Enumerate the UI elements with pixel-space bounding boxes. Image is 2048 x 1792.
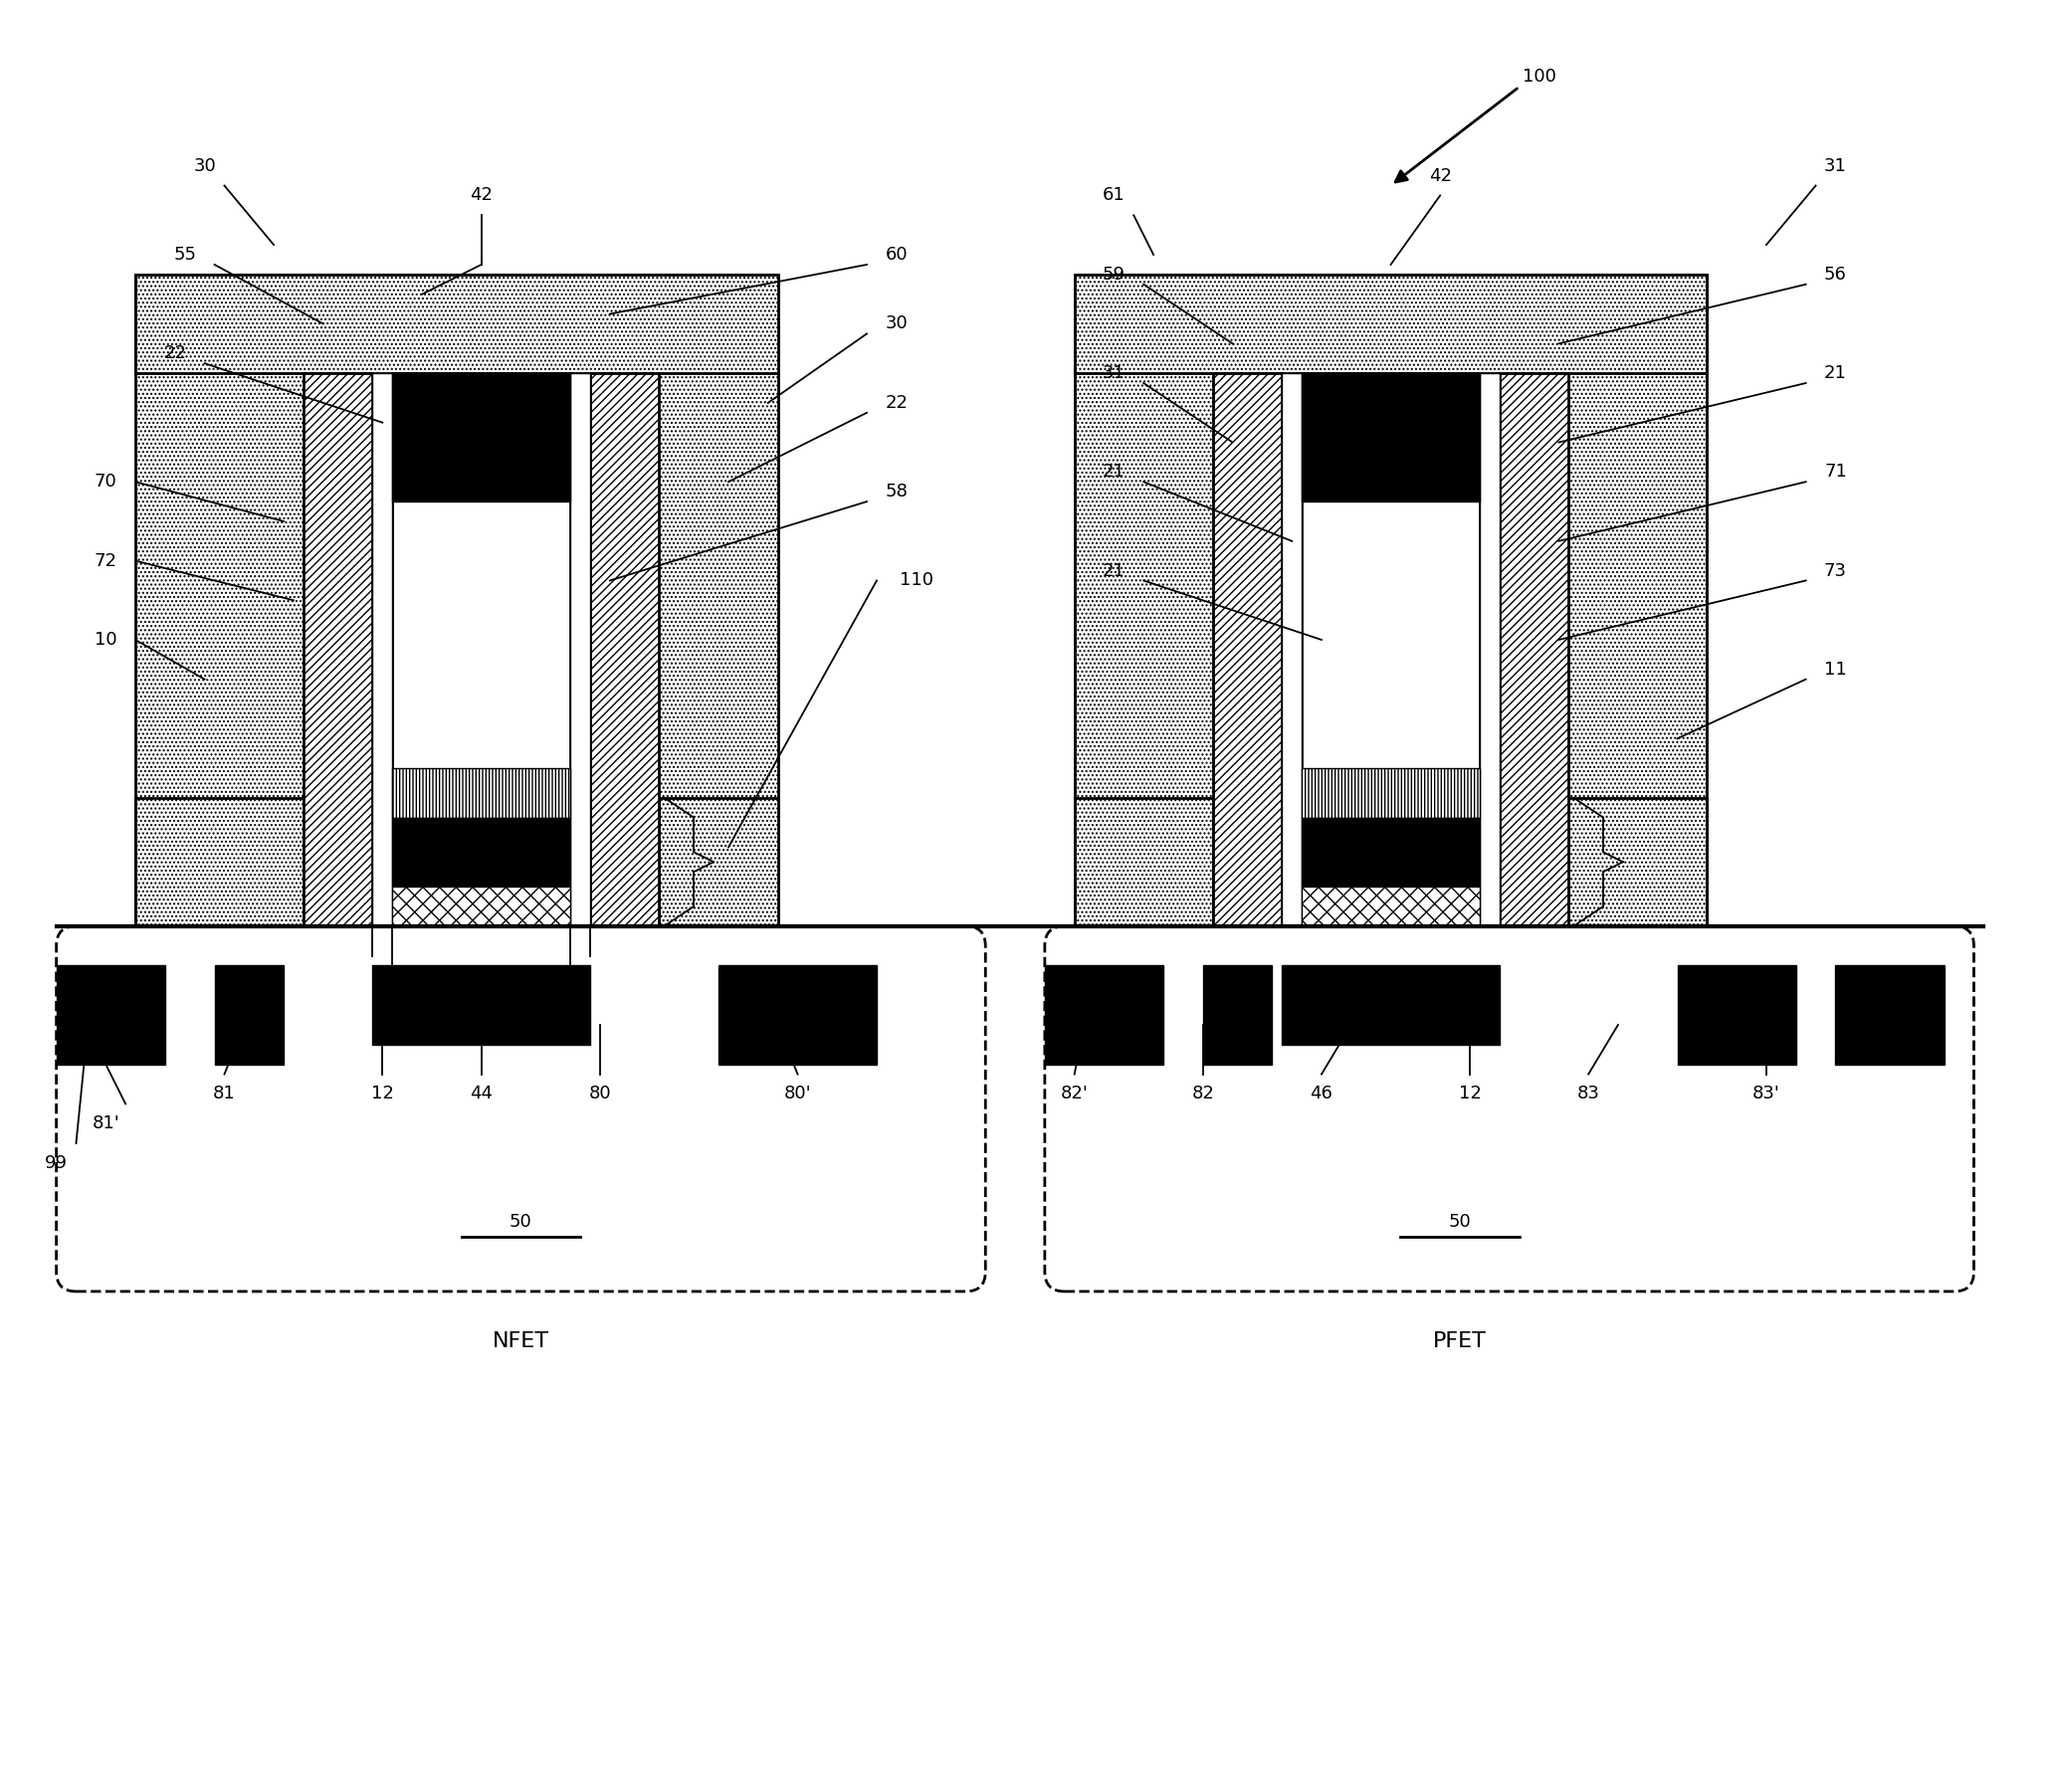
Text: 82: 82: [1192, 1084, 1214, 1102]
Bar: [1835, 966, 1944, 1064]
Bar: [57, 966, 166, 1064]
Text: 55: 55: [174, 246, 197, 263]
Bar: [1282, 373, 1303, 926]
Text: 82': 82': [1061, 1084, 1087, 1102]
Text: 46: 46: [1311, 1084, 1333, 1102]
Text: 31: 31: [1102, 364, 1124, 382]
Bar: [1499, 373, 1569, 926]
Text: 59: 59: [1102, 265, 1126, 283]
Text: PFET: PFET: [1434, 1331, 1487, 1351]
Text: 22: 22: [885, 394, 907, 412]
Bar: [1677, 966, 1796, 1064]
Bar: [135, 274, 778, 373]
Text: 12: 12: [1458, 1084, 1481, 1102]
Bar: [1479, 373, 1499, 926]
Text: 31: 31: [1825, 158, 1847, 176]
Text: 70: 70: [94, 473, 117, 491]
Text: 21: 21: [1102, 561, 1124, 579]
Text: 11: 11: [1825, 661, 1847, 679]
Bar: [1075, 797, 1212, 926]
Bar: [1075, 274, 1706, 373]
Bar: [1303, 373, 1479, 926]
Text: 22: 22: [164, 344, 186, 362]
Bar: [1303, 817, 1479, 887]
Text: 99: 99: [45, 1154, 68, 1172]
Bar: [135, 274, 778, 926]
Text: 71: 71: [1825, 462, 1847, 480]
Text: 30: 30: [193, 158, 215, 176]
Bar: [1303, 769, 1479, 817]
Bar: [373, 373, 393, 926]
Text: 42: 42: [1430, 167, 1452, 185]
Bar: [393, 373, 569, 926]
Bar: [393, 769, 569, 817]
Bar: [1212, 373, 1282, 926]
Text: 81': 81': [92, 1115, 119, 1133]
Bar: [135, 797, 303, 926]
Text: 83': 83': [1753, 1084, 1780, 1102]
Text: 12: 12: [371, 1084, 393, 1102]
Bar: [1282, 966, 1499, 1045]
Text: 80': 80': [784, 1084, 811, 1102]
Bar: [1303, 373, 1479, 502]
Bar: [303, 373, 373, 926]
Bar: [393, 887, 569, 926]
Text: 50: 50: [1448, 1213, 1470, 1231]
Bar: [1044, 966, 1163, 1064]
Bar: [1202, 966, 1272, 1064]
Bar: [1569, 797, 1706, 926]
Text: NFET: NFET: [492, 1331, 549, 1351]
Text: 42: 42: [469, 186, 494, 204]
Bar: [1303, 887, 1479, 926]
Text: 30: 30: [885, 315, 907, 333]
Bar: [393, 817, 569, 887]
Bar: [373, 966, 590, 1045]
Text: 110: 110: [899, 572, 934, 590]
Text: 21: 21: [1825, 364, 1847, 382]
Bar: [569, 373, 590, 926]
Text: 21: 21: [1102, 462, 1124, 480]
Text: 44: 44: [469, 1084, 494, 1102]
Text: 61: 61: [1102, 186, 1124, 204]
Text: 83: 83: [1577, 1084, 1599, 1102]
Bar: [590, 373, 659, 926]
Text: 10: 10: [94, 631, 117, 649]
Bar: [215, 966, 285, 1064]
Text: 80: 80: [588, 1084, 610, 1102]
Text: 60: 60: [885, 246, 907, 263]
Text: 100: 100: [1522, 68, 1556, 86]
Bar: [719, 966, 877, 1064]
Text: 81: 81: [213, 1084, 236, 1102]
Text: 73: 73: [1825, 561, 1847, 579]
Text: 72: 72: [94, 552, 117, 570]
Text: 58: 58: [885, 482, 907, 500]
Text: 56: 56: [1825, 265, 1847, 283]
Bar: [393, 373, 569, 502]
Bar: [1075, 274, 1706, 926]
Text: 50: 50: [510, 1213, 532, 1231]
Bar: [659, 797, 778, 926]
